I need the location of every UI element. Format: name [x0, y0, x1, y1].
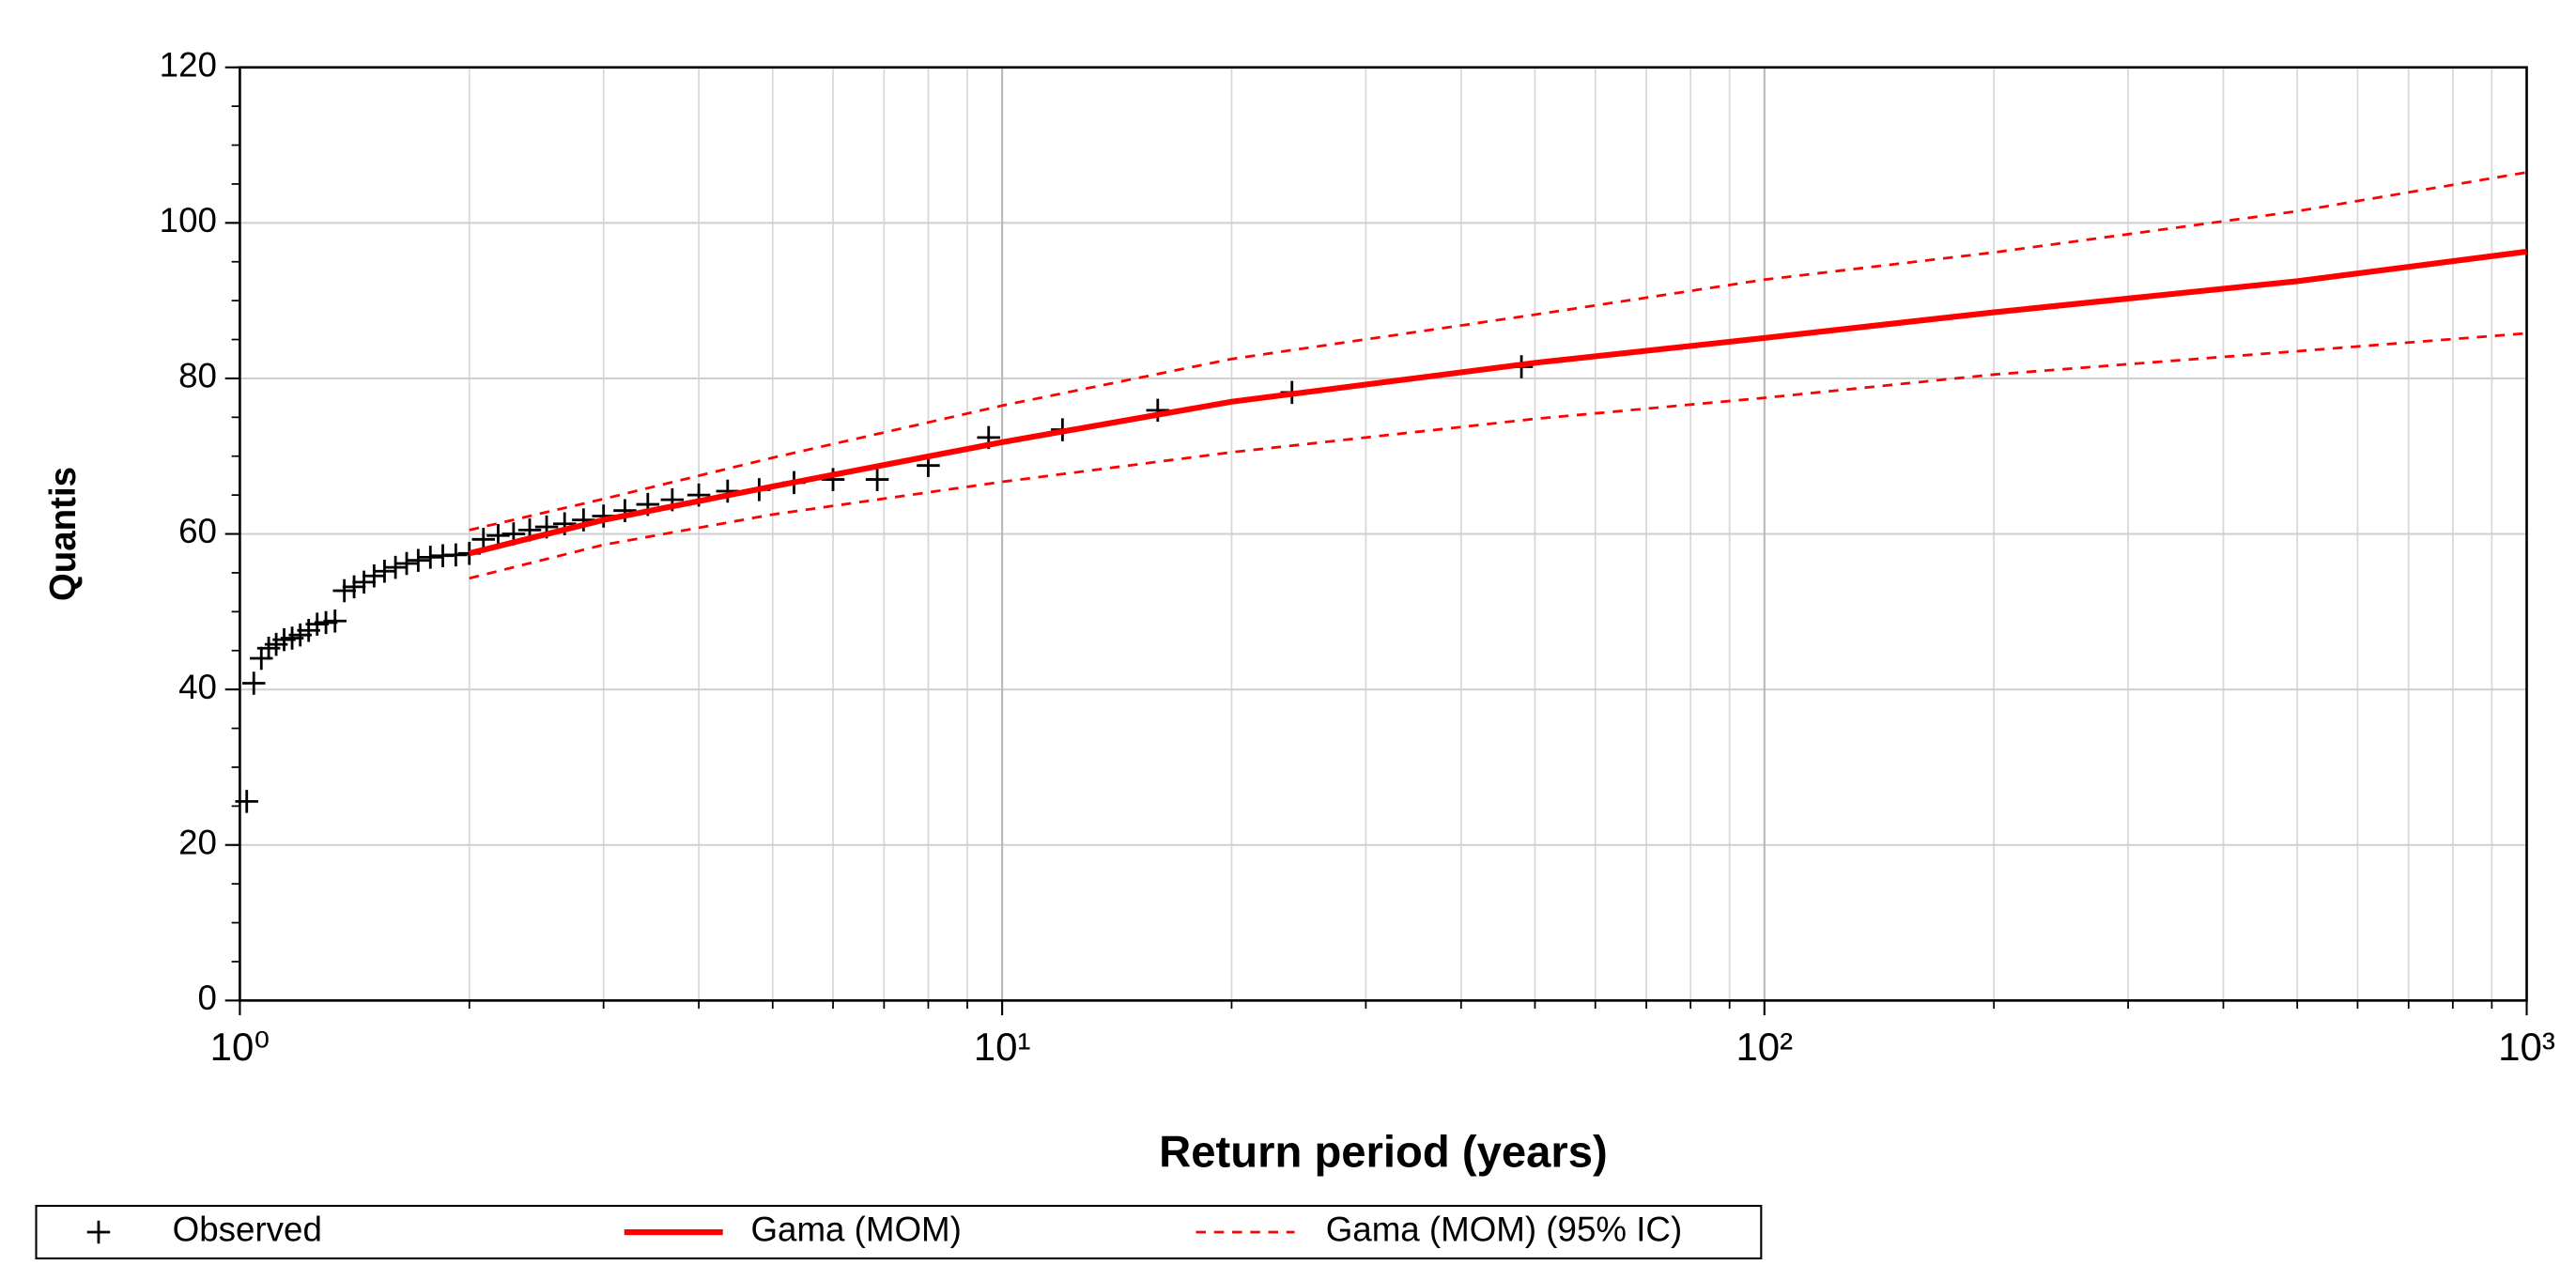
legend-label: Gama (MOM) [750, 1211, 961, 1249]
x-tick-label: 10² [1735, 1025, 1793, 1069]
fit-line [469, 248, 2527, 557]
observed-point [486, 523, 510, 548]
y-tick-label: 120 [160, 45, 217, 84]
y-tick-label: 0 [198, 979, 217, 1017]
legend-label: Gama (MOM) (95% IC) [1326, 1211, 1682, 1249]
observed-point [821, 468, 845, 491]
y-axis-title: Quantis [43, 467, 84, 601]
y-tick-label: 60 [178, 512, 217, 550]
observed-point [865, 468, 889, 491]
legend: Observed Gama (MOM) Gama (MOM) (95% IC) [86, 1211, 1682, 1249]
y-tick-label: 100 [160, 201, 217, 239]
x-axis-title: Return period (years) [1159, 1127, 1608, 1177]
observed-point [383, 555, 408, 579]
observed-point [373, 560, 396, 583]
observed-point [235, 790, 258, 813]
x-tick-label: 10³ [2498, 1025, 2555, 1069]
marks [235, 171, 2527, 813]
observed-point [332, 579, 356, 603]
observed-point [323, 609, 347, 633]
legend-marker [86, 1220, 111, 1244]
ci-line-upper [469, 171, 2527, 532]
observed-point [342, 575, 366, 599]
y-tick-label: 80 [178, 357, 217, 395]
observed-point [242, 671, 266, 695]
observed-point [362, 564, 386, 588]
observed-point [314, 610, 338, 635]
y-tick-label: 20 [178, 823, 217, 861]
y-tick-label: 40 [178, 668, 217, 706]
observed-point [444, 543, 468, 567]
legend-box [35, 1204, 1763, 1260]
observed-point [407, 548, 430, 572]
x-tick-label: 10¹ [974, 1025, 1031, 1069]
ci-line-lower [469, 332, 2527, 580]
observed-point [1146, 398, 1170, 423]
legend-label: Observed [173, 1211, 322, 1249]
x-tick-label: 10⁰ [210, 1025, 270, 1069]
plot-frame [239, 66, 2528, 1002]
observed-point [419, 546, 442, 569]
observed-point [352, 570, 376, 594]
observed-point [394, 551, 419, 576]
